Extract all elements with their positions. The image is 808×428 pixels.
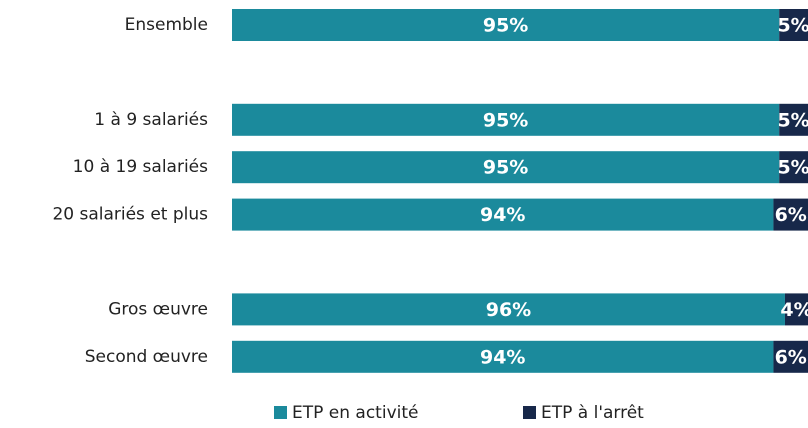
bar-segment: [232, 340, 774, 373]
bar-segment: [232, 103, 780, 136]
value-label: 95%: [483, 157, 528, 179]
bar-segment: [773, 198, 808, 231]
category-label: Ensemble: [125, 15, 208, 35]
category-label: 10 à 19 salariés: [73, 157, 208, 177]
bar-segment: [232, 151, 780, 184]
bar-segment: [779, 9, 808, 41]
value-label: 5%: [777, 15, 808, 37]
category-label: Second œuvre: [85, 347, 208, 367]
category-label: 20 salariés et plus: [52, 205, 208, 225]
legend-swatch: [274, 406, 287, 419]
bar-segment: [779, 151, 808, 184]
bar-segment: [232, 198, 774, 231]
value-label: 5%: [777, 157, 808, 179]
bar-segment: [232, 9, 780, 41]
value-label: 6%: [775, 346, 807, 368]
category-label: Gros œuvre: [108, 299, 208, 319]
legend-label: ETP à l'arrêt: [541, 403, 644, 423]
value-label: 5%: [777, 109, 808, 131]
bar-segment: [232, 293, 785, 326]
value-label: 94%: [480, 346, 525, 368]
value-label: 95%: [483, 109, 528, 131]
legend-swatch: [523, 406, 536, 419]
value-label: 95%: [483, 15, 528, 37]
bar-segment: [773, 340, 808, 373]
value-label: 94%: [480, 204, 525, 226]
value-label: 6%: [775, 204, 807, 226]
bar-segment: [779, 103, 808, 136]
bar-segment: [784, 293, 808, 326]
value-label: 4%: [780, 299, 808, 321]
value-label: 96%: [486, 299, 531, 321]
legend-label: ETP en activité: [292, 403, 418, 423]
category-label: 1 à 9 salariés: [94, 110, 208, 130]
